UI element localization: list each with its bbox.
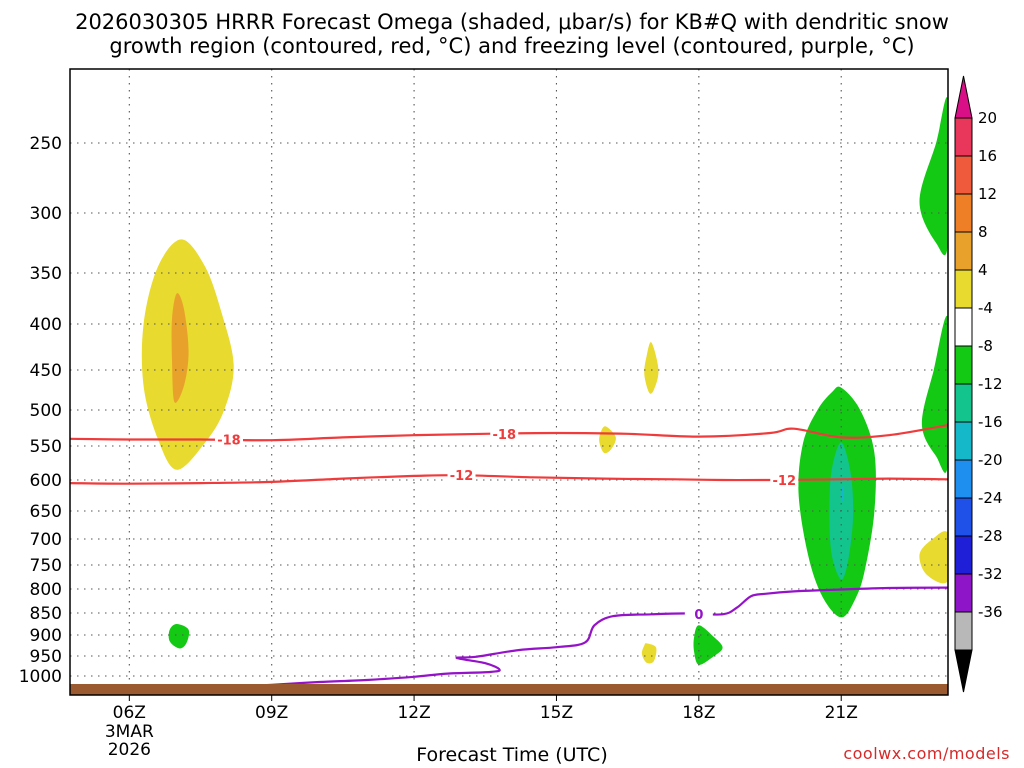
- y-tick-label-450: 450: [30, 361, 62, 381]
- x-tick-label-06Z: 06Z: [113, 703, 146, 723]
- x-tick-label-18Z: 18Z: [682, 703, 715, 723]
- colorbar-band-12: [954, 573, 973, 613]
- contour-label-bg-dendritic-top-0: [214, 431, 243, 447]
- y-tick-label-400: 400: [30, 315, 62, 335]
- contour-label-dendritic-top-1: -18: [493, 428, 517, 443]
- colorbar-label--28: -28: [978, 527, 1003, 545]
- omega-region-pos-4-17Z-low: [641, 643, 657, 664]
- omega-region-pos-4-23Z: [919, 531, 948, 584]
- y-tick-label-850: 850: [30, 604, 62, 624]
- y-tick-label-950: 950: [30, 647, 62, 667]
- colorbar-top-arrow: [954, 75, 973, 119]
- y-tick-label-300: 300: [30, 204, 62, 224]
- colorbar-label-8: 8: [978, 223, 988, 241]
- omega-region-neg-4-07Z-low: [168, 624, 190, 649]
- colorbar-band-7: [954, 383, 973, 423]
- contour-freezing-level: [233, 586, 948, 688]
- colorbar-label--4: -4: [978, 299, 993, 317]
- terrain-strip: [70, 684, 948, 695]
- contour-label-bg-dendritic-bottom-1: [770, 472, 799, 487]
- contour-label-dendritic-bottom-1: -12: [773, 474, 797, 489]
- y-tick-label-1000: 1000: [19, 667, 62, 687]
- y-tick-label-800: 800: [30, 580, 62, 600]
- y-tick-label-500: 500: [30, 401, 62, 421]
- colorbar-label-20: 20: [978, 109, 997, 127]
- x-date-line-1: 3MAR: [105, 722, 154, 742]
- colorbar-band-11: [954, 535, 973, 575]
- colorbar-label-16: 16: [978, 147, 997, 165]
- colorbar-band-6: [954, 345, 973, 385]
- plot-frame: [69, 68, 949, 696]
- colorbar-band-8: [954, 421, 973, 461]
- y-tick-label-700: 700: [30, 530, 62, 550]
- colorbar-label--36: -36: [978, 603, 1003, 621]
- contour-label-dendritic-top-0: -18: [217, 434, 241, 449]
- x-tick-label-09Z: 09Z: [255, 703, 288, 723]
- colorbar-label--8: -8: [978, 337, 993, 355]
- omega-region-neg-4-23Z-top: [919, 97, 948, 256]
- contour-dendritic-bottom: [70, 474, 948, 485]
- x-axis-label: Forecast Time (UTC): [416, 744, 608, 766]
- chart-title-line-1: 2026030305 HRRR Forecast Omega (shaded, …: [75, 10, 949, 34]
- y-tick-label-550: 550: [30, 437, 62, 457]
- y-tick-label-750: 750: [30, 556, 62, 576]
- colorbar-label--12: -12: [978, 375, 1003, 393]
- colorbar-band-10: [954, 497, 973, 537]
- omega-region-neg-4-18Z-low: [693, 625, 723, 665]
- colorbar-band-3: [954, 231, 973, 271]
- y-tick-label-900: 900: [30, 626, 62, 646]
- y-tick-label-350: 350: [30, 264, 62, 284]
- x-tick-label-21Z: 21Z: [825, 703, 858, 723]
- contour-label-freezing-level-0: 0: [694, 608, 703, 623]
- omega-region-pos-8-07Z: [171, 293, 189, 403]
- credit-text: coolwx.com/models: [843, 744, 1010, 763]
- colorbar-label--24: -24: [978, 489, 1003, 507]
- colorbar-label-12: 12: [978, 185, 997, 203]
- contour-label-bg-dendritic-top-1: [490, 425, 519, 441]
- omega-region-pos-4-17Z: [644, 342, 659, 394]
- omega-region-pos-4-16Z: [599, 426, 616, 454]
- colorbar-label-4: 4: [978, 261, 988, 279]
- colorbar-band-2: [954, 193, 973, 233]
- contour-label-bg-dendritic-bottom-0: [447, 467, 476, 483]
- colorbar-band-0: [954, 117, 973, 157]
- contour-label-bg-freezing-level-0: [684, 605, 713, 621]
- colorbar-label--20: -20: [978, 451, 1003, 469]
- x-tick-label-15Z: 15Z: [540, 703, 573, 723]
- x-date-line-2: 2026: [108, 740, 151, 760]
- omega-region-neg-4-23Z-mid: [921, 316, 948, 473]
- colorbar-label--32: -32: [978, 565, 1003, 583]
- colorbar-band-13: [954, 611, 973, 651]
- contour-label-dendritic-bottom-0: -12: [450, 469, 474, 484]
- colorbar-band-5: [954, 307, 973, 347]
- colorbar-band-1: [954, 155, 973, 195]
- y-tick-label-250: 250: [30, 134, 62, 154]
- colorbar-band-9: [954, 459, 973, 499]
- colorbar-bottom-arrow: [954, 649, 973, 693]
- colorbar-band-4: [954, 269, 973, 309]
- x-tick-label-12Z: 12Z: [397, 703, 430, 723]
- y-tick-label-650: 650: [30, 502, 62, 522]
- colorbar-label--16: -16: [978, 413, 1003, 431]
- chart-title-line-2: growth region (contoured, red, °C) and f…: [109, 34, 915, 58]
- y-tick-label-600: 600: [30, 471, 62, 491]
